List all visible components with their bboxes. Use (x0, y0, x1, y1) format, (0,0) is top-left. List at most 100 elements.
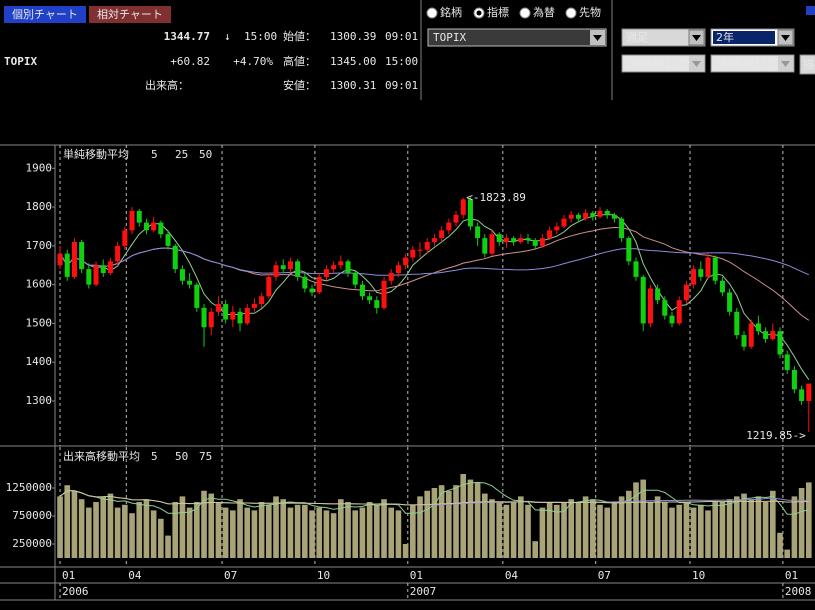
tab-label[interactable]: 相対チャート (97, 7, 163, 21)
candle-body (115, 245, 121, 262)
radio[interactable] (426, 7, 438, 19)
arrow-icon (692, 61, 701, 67)
candle-body (719, 280, 725, 293)
volume-bar (165, 535, 171, 558)
radio[interactable] (519, 7, 531, 19)
volume-bar (510, 501, 517, 558)
candle-body (172, 245, 178, 270)
volume-bar (410, 504, 416, 558)
candle-body (568, 214, 574, 219)
panel-title: 単純移動平均 (63, 147, 129, 161)
candle-body (187, 280, 193, 285)
radio-label[interactable]: 先物 (579, 5, 601, 19)
corner-indicator (806, 6, 815, 15)
to-date-value[interactable]: 2008/01/25 (714, 57, 780, 70)
candle-body (395, 265, 401, 274)
index-select[interactable] (427, 28, 607, 47)
tab-relative[interactable] (89, 6, 171, 23)
radio[interactable] (565, 7, 577, 19)
volume-bar (777, 532, 783, 558)
volume-bar (683, 501, 690, 558)
volume-bar (784, 549, 791, 558)
volume-bar (100, 496, 107, 558)
volume-bar (244, 507, 251, 558)
candle-body (151, 222, 157, 231)
volume-bar (496, 501, 503, 558)
candle-body (791, 369, 797, 390)
volume-bar (762, 501, 769, 558)
volume-bar (669, 507, 675, 558)
volume-bar (345, 501, 351, 558)
tab-individual[interactable] (4, 6, 86, 23)
volume-bar (690, 507, 697, 558)
candle-body (287, 261, 293, 270)
y-tick-label: 1500 (26, 316, 53, 329)
index-select-value[interactable]: TOPIX (433, 31, 466, 44)
volume-bar (611, 501, 618, 558)
ma-legend: 50 (175, 450, 188, 463)
tab-label[interactable]: 個別チャート (12, 8, 78, 21)
volume-bar (654, 496, 661, 558)
ma-legend: 25 (175, 148, 188, 161)
y-tick-label: 1300 (26, 394, 53, 407)
candle-body (460, 199, 466, 215)
volume-bar (539, 507, 546, 558)
ma-legend: 5 (151, 148, 158, 161)
candle-body (331, 265, 337, 270)
volume-bar (453, 485, 459, 558)
period-select-value[interactable]: 週足 (626, 31, 648, 44)
to-date[interactable] (710, 54, 795, 73)
volume-bar (532, 541, 539, 558)
candle-body (727, 292, 733, 312)
volume-bar (330, 513, 337, 558)
candle-body (93, 265, 99, 285)
open-time: 09:01 (385, 30, 418, 43)
candle-body (662, 300, 668, 316)
candle-body (244, 307, 250, 324)
radio-label[interactable]: 銘柄 (440, 5, 462, 19)
draw-button-label[interactable]: 描 (803, 57, 814, 71)
volume-bar (316, 507, 323, 558)
range-select-value[interactable]: 2年 (716, 30, 734, 44)
x-tick-label: 01 (785, 569, 798, 582)
candle-body (691, 269, 697, 285)
volume-label: 出来高： (145, 78, 189, 92)
candle-body (424, 241, 430, 250)
candle-body (417, 249, 423, 251)
from-date[interactable] (621, 54, 706, 73)
radio-label[interactable]: 指標 (487, 5, 509, 19)
radio-label[interactable]: 為替 (533, 5, 555, 19)
selection (713, 31, 775, 44)
candle-body (316, 276, 322, 293)
volume-bar (597, 504, 603, 558)
low-label: 安値： (283, 78, 316, 92)
volume-bar (647, 501, 654, 558)
candle-body (547, 230, 553, 239)
draw-button[interactable] (799, 54, 815, 75)
volume-bar (489, 499, 495, 558)
volume-bar (294, 504, 301, 558)
volume-bar (258, 501, 265, 558)
period-select[interactable] (621, 28, 706, 47)
volume-bar (222, 507, 229, 558)
volume-bar (640, 479, 647, 558)
volume-bar (719, 501, 726, 558)
candle-body (266, 276, 272, 297)
from-date-value[interactable]: 2006/01/25 (625, 57, 691, 70)
candle-body (770, 331, 776, 339)
y-tick-label: 1900 (26, 161, 53, 174)
candle-body (554, 226, 560, 231)
volume-bar (554, 504, 560, 558)
volume-bar (417, 496, 423, 558)
candle-body (496, 234, 502, 242)
change-pct: +4.70% (233, 55, 273, 68)
radio-dot (476, 10, 482, 16)
candle-body (561, 218, 567, 227)
volume-bar (381, 499, 387, 558)
x-tick-label: 01 (410, 569, 423, 582)
candle-body (79, 241, 85, 270)
candle-body (597, 210, 603, 217)
candle-body (511, 238, 517, 242)
candle-body (323, 269, 329, 277)
